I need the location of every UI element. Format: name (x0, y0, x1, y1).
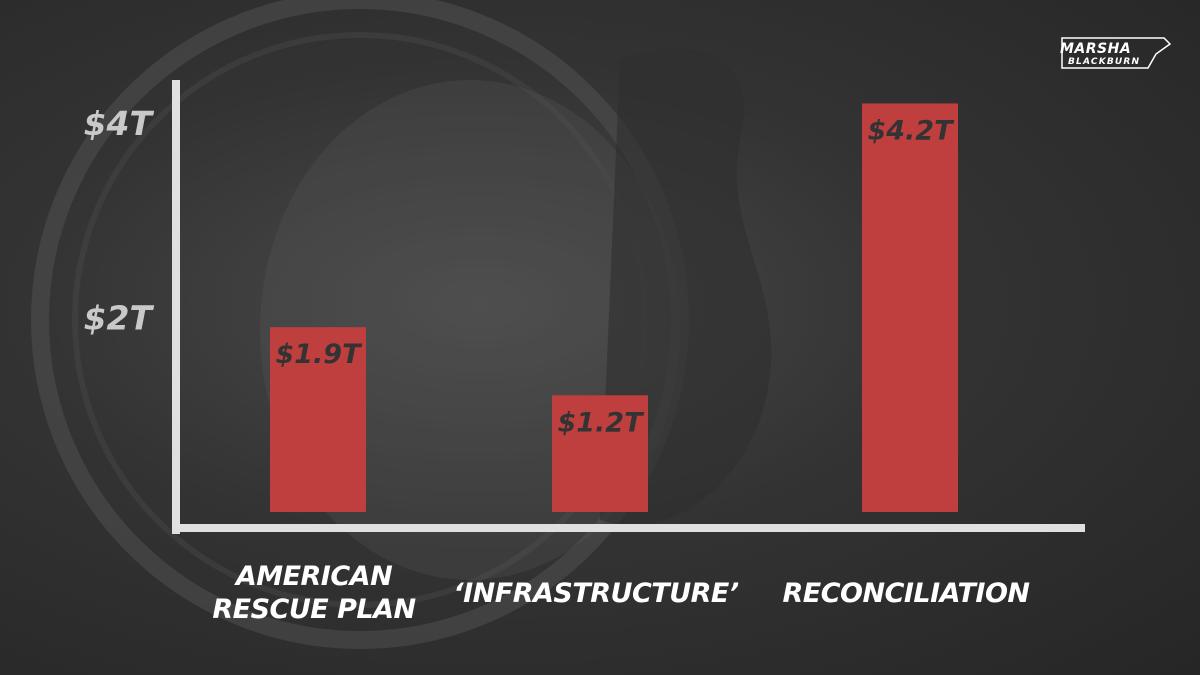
bar (862, 103, 958, 513)
bar (270, 327, 366, 512)
category-label: RECONCILIATION (782, 578, 1030, 609)
bar (552, 395, 648, 512)
bar-value-labels: $1.9T $1.2T $4.2T (275, 115, 955, 438)
brand-logo: MARSHA BLACKBURN (1060, 36, 1172, 72)
category-label: ‘INFRASTRUCTURE’ (453, 578, 738, 609)
category-label: RESCUE PLAN (212, 594, 416, 625)
x-axis-line (172, 524, 1085, 532)
y-tick-label: $4T (84, 104, 155, 143)
bar-value-label: $4.2T (867, 115, 955, 146)
brand-first-name: MARSHA (1060, 41, 1132, 57)
y-axis-ticks: $2T $4T (84, 104, 155, 338)
bars (270, 103, 958, 513)
bar-value-label: $1.2T (557, 407, 645, 438)
y-tick-label: $2T (84, 298, 155, 337)
category-label: AMERICAN (234, 561, 393, 592)
brand-last-name: BLACKBURN (1068, 57, 1141, 67)
y-axis-line (172, 80, 180, 534)
tennessee-outline-icon (1061, 37, 1172, 69)
bar-value-label: $1.9T (275, 339, 363, 370)
